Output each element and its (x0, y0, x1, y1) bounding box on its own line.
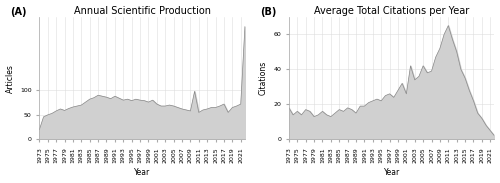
X-axis label: Year: Year (384, 168, 400, 178)
Text: (B): (B) (260, 7, 276, 17)
Title: Annual Scientific Production: Annual Scientific Production (74, 6, 210, 16)
Title: Average Total Citations per Year: Average Total Citations per Year (314, 6, 470, 16)
Y-axis label: Citations: Citations (259, 61, 268, 95)
X-axis label: Year: Year (134, 168, 150, 178)
Text: (A): (A) (10, 7, 27, 17)
Y-axis label: Articles: Articles (6, 64, 15, 93)
